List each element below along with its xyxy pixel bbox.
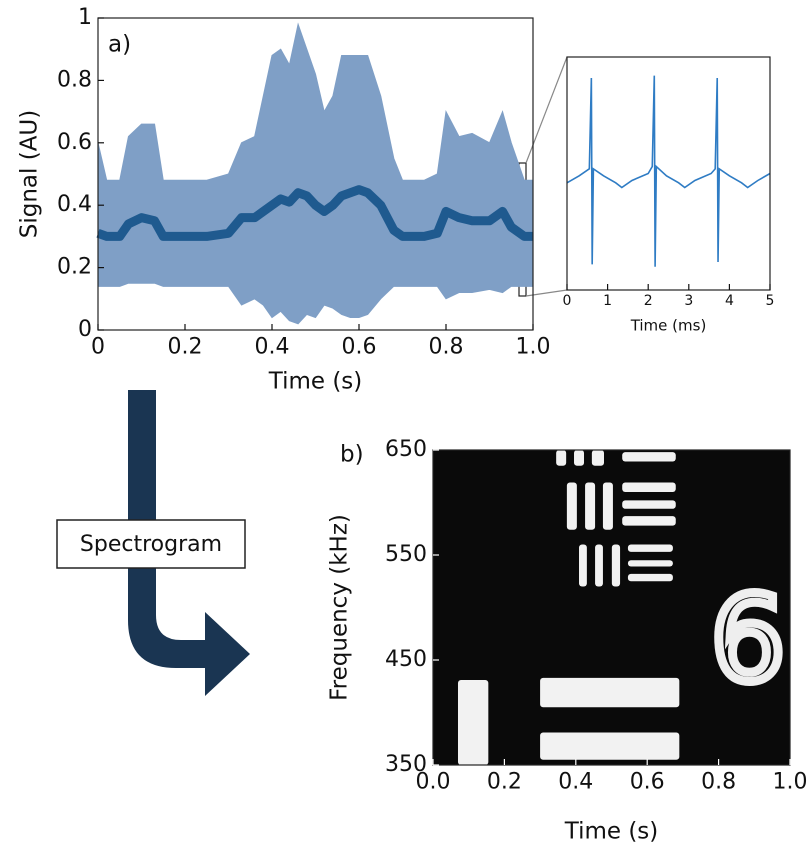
spectrogram-feature (622, 452, 676, 462)
spectrogram-feature (611, 544, 621, 587)
spectrogram-feature (622, 500, 676, 509)
spectrogram-feature (622, 482, 676, 492)
y-tick-label: 0.4 (57, 192, 92, 217)
y-tick-label: 0 (78, 317, 92, 342)
y-tick-label: 350 (385, 752, 427, 777)
y-tick-label: 0.6 (57, 130, 92, 155)
panel-label: a) (108, 32, 131, 58)
y-tick-label: 550 (385, 542, 427, 567)
spectrogram-feature (457, 679, 489, 765)
spectrogram-feature (574, 450, 585, 466)
y-tick-label: 650 (385, 437, 427, 462)
x-axis-label: Time (ms) (630, 317, 707, 335)
x-tick-label: 0.6 (630, 770, 665, 795)
x-tick-label: 0.2 (168, 335, 203, 360)
x-tick-label: 1.0 (516, 335, 551, 360)
zoom-connector (525, 289, 568, 297)
y-axis-label: Frequency (kHz) (327, 514, 353, 701)
spectrogram-symbol: 6 (710, 570, 785, 708)
x-tick-label: 0.2 (487, 770, 522, 795)
y-tick-label: 0.2 (57, 255, 92, 280)
x-tick-label: 0.4 (255, 335, 290, 360)
x-axis-label: Time (s) (564, 819, 659, 845)
x-tick-label: 2 (644, 293, 653, 309)
signal-envelope (97, 22, 534, 325)
y-tick-label: 0.8 (57, 67, 92, 92)
panel-label: b) (340, 442, 364, 468)
plot-frame (97, 17, 534, 331)
spectrogram-feature (627, 573, 673, 582)
spectrogram-feature (622, 516, 676, 526)
spectrogram-feature (627, 544, 673, 552)
signal-mean (96, 185, 533, 241)
x-tick-label: 0 (563, 293, 572, 309)
x-tick-label: 0.6 (342, 335, 377, 360)
x-tick-label: 1 (603, 293, 612, 309)
y-tick-label: 450 (385, 647, 427, 672)
x-tick-label: 1.0 (773, 770, 808, 795)
spectrogram-feature (540, 732, 680, 760)
spectrogram-feature (540, 677, 680, 708)
x-tick-label: 5 (766, 293, 775, 309)
x-tick-label: 0.8 (701, 770, 736, 795)
spectrogram-feature (585, 482, 596, 530)
x-tick-label: 0.8 (429, 335, 464, 360)
x-tick-label: 0.4 (558, 770, 593, 795)
spectrogram-feature (566, 482, 577, 530)
spectrogram-feature (595, 544, 603, 587)
spectrogram-feature (627, 560, 673, 567)
flow-label: Spectrogram (80, 532, 222, 557)
y-tick-label: 1 (78, 5, 92, 30)
flow-box (56, 519, 246, 569)
x-tick-label: 3 (684, 293, 693, 309)
spectrogram-feature (579, 544, 587, 587)
plot-frame (566, 56, 771, 291)
x-tick-label: 0.0 (416, 770, 451, 795)
spectrogram-feature (556, 450, 567, 466)
spectrogram-feature (591, 450, 605, 466)
zoom-connector (525, 56, 568, 164)
y-axis-label: Signal (AU) (17, 110, 43, 238)
x-tick-label: 4 (725, 293, 734, 309)
x-tick-label: 0 (91, 335, 105, 360)
x-axis-label: Time (s) (268, 369, 363, 395)
waveform (566, 75, 771, 267)
spectrogram-feature (602, 482, 613, 530)
plot-frame (432, 449, 791, 766)
